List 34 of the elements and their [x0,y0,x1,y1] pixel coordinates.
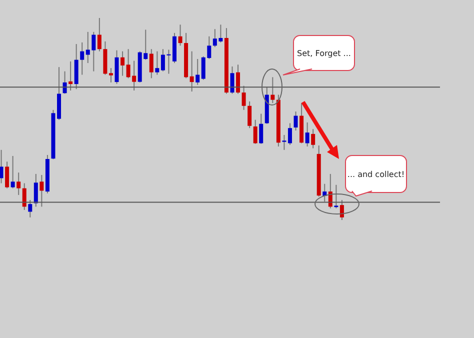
candlestick [242,85,246,110]
candlestick [16,172,21,196]
candlestick [22,182,26,210]
candlestick [253,119,258,144]
candlestick [230,66,234,94]
candlestick [178,24,182,46]
candlestick [305,122,310,147]
candlestick [149,48,154,79]
candlestick [196,58,200,86]
candlestick [236,64,240,94]
candlestick [259,113,264,144]
candlestick [294,111,298,132]
candlestick [68,60,73,92]
candlestick [155,50,160,76]
candlestick [282,134,286,150]
candlestick [190,50,194,92]
candlestick [5,161,10,189]
candlestick [0,149,4,184]
candlestick [311,128,316,149]
candlestick [80,42,84,76]
candlestick [34,173,38,208]
candlestick [340,200,344,221]
annotation: Set, Forget ... [297,48,351,58]
candlestick [334,184,338,209]
candlestick [248,100,252,129]
speech-bubble: ... and collect! [345,155,407,193]
candlestick [120,50,125,76]
candlestick [108,68,113,83]
candlestick [270,76,275,104]
candlestick [40,174,44,208]
candlestick [28,200,32,218]
candlestick [97,17,102,52]
candlestick [288,122,292,146]
candlestick [10,155,15,189]
